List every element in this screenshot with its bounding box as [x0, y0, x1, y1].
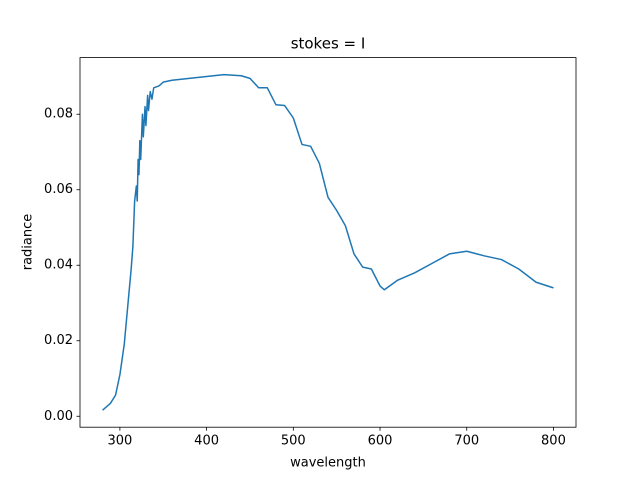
y-tick-label: 0.02	[44, 333, 73, 348]
y-tick-label: 0.00	[44, 409, 73, 424]
y-axis-label: radiance	[21, 214, 36, 271]
x-tick-label: 800	[541, 434, 566, 449]
data-line	[102, 73, 554, 411]
x-tick-label: 300	[107, 434, 132, 449]
x-tick-label: 600	[368, 434, 393, 449]
y-tick-label: 0.06	[44, 182, 73, 197]
x-tick-label: 700	[454, 434, 479, 449]
y-tick-label: 0.08	[44, 107, 73, 122]
chart-title: stokes = I	[291, 35, 366, 53]
x-axis-label: wavelength	[290, 456, 366, 471]
y-tick-label: 0.04	[44, 258, 73, 273]
x-tick-label: 400	[194, 434, 219, 449]
axes-frame	[79, 57, 577, 428]
x-tick-label: 500	[281, 434, 306, 449]
